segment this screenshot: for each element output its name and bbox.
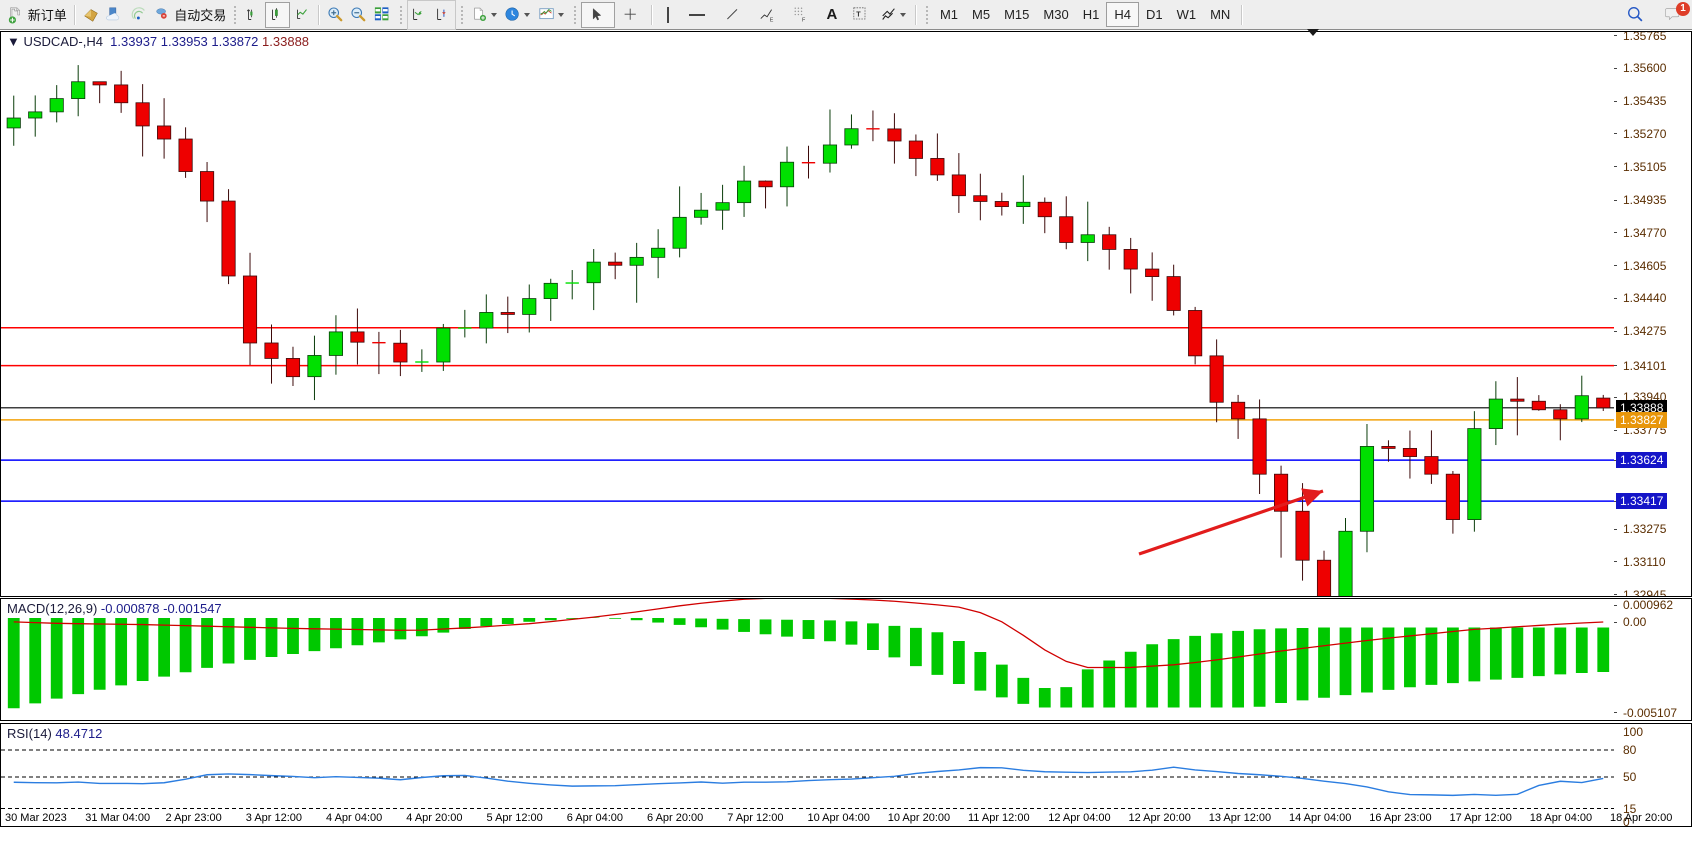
svg-text:T: T — [857, 9, 862, 18]
svg-text:F: F — [802, 17, 806, 23]
svg-text:E: E — [769, 17, 773, 23]
